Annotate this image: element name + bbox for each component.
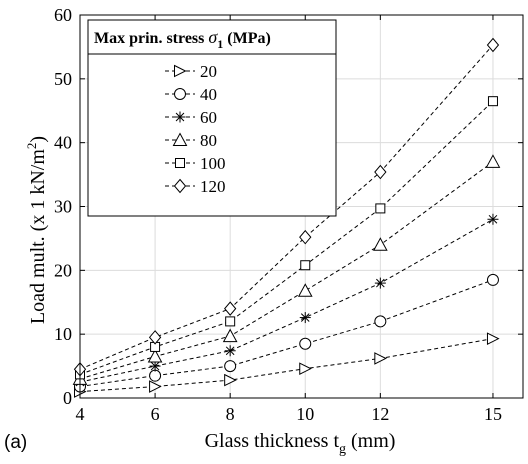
legend-box [87, 19, 337, 217]
data-point-120 [374, 164, 387, 180]
x-axis-label-main: Glass thickness t [205, 430, 340, 452]
y-axis-label-main: Load mult. (x 1 kN/m [27, 149, 49, 324]
legend-title-symbol: σ [208, 27, 218, 47]
axis-ticks [79, 14, 523, 399]
legend-label-120: 120 [200, 177, 226, 196]
data-point-40 [149, 369, 162, 382]
data-point-120 [148, 330, 162, 345]
legend-marker-60 [174, 111, 186, 123]
y-tick-label: 0 [63, 388, 72, 408]
legend-label-80: 80 [200, 131, 217, 150]
data-point-100 [375, 203, 386, 214]
series-line-40 [79, 279, 494, 388]
data-point-100 [487, 96, 498, 107]
data-point-20 [224, 373, 237, 387]
series-markers [72, 37, 501, 398]
x-axis-label-sub: g [339, 442, 346, 457]
x-axis-label: Glass thickness tg (mm) [205, 430, 396, 457]
data-point-40 [486, 273, 499, 286]
x-tick-label: 10 [296, 404, 314, 424]
legend: Max prin. stress σ1 (MPa) 20 40 60 80 100 120 [87, 19, 337, 217]
y-tick-label: 40 [54, 133, 72, 153]
legend-title-main: Max prin. stress [94, 30, 208, 47]
x-tick-labels: 4 6 8 10 12 15 [76, 404, 502, 424]
data-point-60 [374, 277, 386, 289]
x-tick-label: 15 [484, 404, 502, 424]
data-point-20 [486, 332, 500, 345]
data-point-80 [297, 283, 313, 297]
data-point-40 [374, 315, 387, 328]
x-tick-label: 12 [371, 404, 389, 424]
data-point-80 [222, 328, 238, 343]
legend-label-40: 40 [200, 85, 217, 104]
data-point-40 [224, 360, 237, 373]
legend-label-100: 100 [200, 154, 226, 173]
legend-label-60: 60 [200, 108, 217, 127]
data-point-80 [372, 237, 388, 251]
series-line-20 [79, 338, 494, 393]
y-axis-label: Load mult. (x 1 kN/m2) [24, 136, 49, 324]
data-point-80 [147, 348, 163, 363]
legend-title: Max prin. stress σ1 (MPa) [94, 27, 271, 51]
data-point-60 [149, 360, 161, 372]
data-point-120 [299, 229, 312, 245]
data-point-80 [485, 154, 501, 168]
legend-title-sub: 1 [217, 37, 223, 51]
data-point-20 [374, 352, 387, 365]
series-line-100 [79, 100, 494, 375]
y-tick-label: 10 [54, 324, 72, 344]
series-lines [79, 44, 494, 393]
data-point-100 [300, 260, 311, 271]
y-tick-label: 50 [54, 69, 72, 89]
y-axis-label-end: ) [27, 136, 49, 143]
data-point-120 [224, 301, 237, 316]
data-point-60 [299, 312, 311, 324]
legend-items: 20 40 60 80 100 120 [165, 62, 226, 196]
data-point-40 [299, 337, 312, 350]
data-point-60 [487, 213, 499, 225]
y-axis-label-sup: 2 [24, 143, 39, 150]
legend-marker-120 [173, 178, 187, 194]
x-axis-label-unit: (mm) [346, 430, 395, 452]
legend-marker-80 [172, 132, 188, 146]
x-tick-label: 4 [76, 404, 85, 424]
legend-marker-40 [174, 88, 186, 100]
series-line-120 [79, 44, 494, 370]
series-line-80 [79, 161, 494, 380]
legend-label-20: 20 [200, 62, 217, 81]
data-point-60 [224, 345, 236, 357]
x-tick-label: 6 [151, 404, 160, 424]
data-point-20 [299, 362, 312, 375]
data-point-100 [225, 316, 236, 327]
data-point-20 [149, 380, 162, 393]
data-point-120 [486, 37, 500, 53]
legend-marker-100 [175, 158, 185, 168]
y-tick-label: 60 [54, 5, 72, 25]
panel-label: (a) [4, 432, 27, 453]
series-line-60 [79, 218, 494, 383]
y-tick-label: 20 [54, 260, 72, 280]
y-tick-label: 30 [54, 197, 72, 217]
legend-marker-20 [174, 64, 187, 78]
x-tick-label: 8 [226, 404, 235, 424]
legend-title-unit: (MPa) [223, 30, 271, 47]
y-tick-labels: 0 10 20 30 40 50 60 [54, 5, 72, 408]
